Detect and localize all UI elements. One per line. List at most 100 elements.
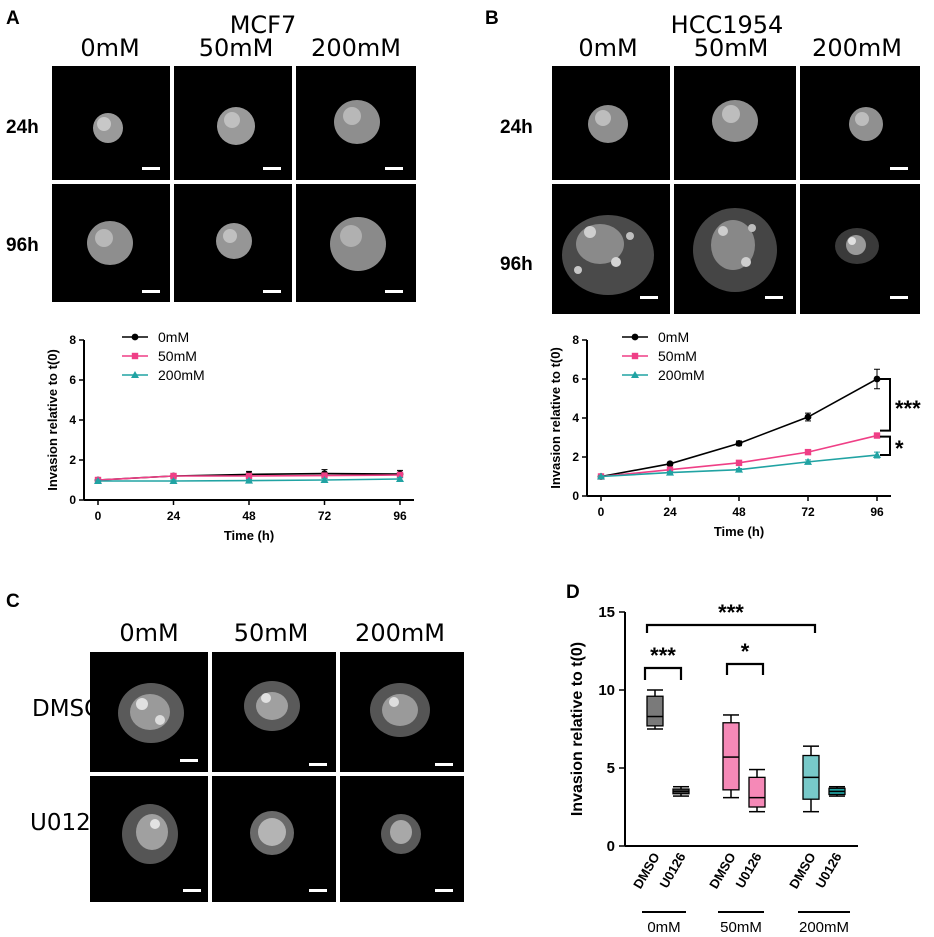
significance-bracket: [645, 623, 817, 633]
panel-label-a: A: [6, 8, 20, 29]
x-category-label: DMSO: [786, 850, 818, 891]
x-tick-label: 48: [242, 509, 256, 523]
panel-b-row-1: 96h: [500, 254, 533, 275]
x-category-label: DMSO: [630, 850, 662, 891]
x-tick-label: 24: [167, 509, 181, 523]
y-tick-label: 2: [572, 450, 579, 464]
box-body: [646, 695, 664, 727]
y-tick-label: 8: [69, 333, 76, 347]
significance-bracket: [880, 378, 891, 432]
panel-a-images: [52, 66, 416, 302]
data-point: [804, 457, 812, 465]
box-body: [722, 722, 740, 791]
data-point: [597, 472, 605, 480]
data-point: [169, 477, 178, 484]
box-body: [748, 776, 766, 808]
significance-label: *: [741, 639, 750, 664]
panel-c-col-2: 200mM: [355, 619, 445, 647]
y-axis-label: Invasion relative to t(0): [548, 347, 563, 489]
y-tick-label: 0: [69, 493, 76, 507]
group-label: 0mM: [647, 919, 680, 936]
legend-label: 50mM: [158, 348, 197, 364]
y-tick-label: 2: [69, 453, 76, 467]
x-category-label: U0126: [656, 850, 688, 891]
legend-label: 0mM: [158, 329, 189, 345]
panel-a-row-0: 24h: [6, 117, 39, 138]
panel-b-col-1: 50mM: [694, 34, 769, 62]
legend-marker: [631, 333, 639, 341]
legend-marker: [131, 333, 139, 341]
data-point: [873, 432, 881, 439]
y-tick-label: 6: [69, 373, 76, 387]
y-tick-label: 10: [598, 682, 615, 699]
y-axis-label: Invasion relative to t(0): [569, 642, 586, 816]
panel-a-row-1: 96h: [6, 235, 39, 256]
y-axis-label: Invasion relative to t(0): [45, 349, 60, 491]
x-category-label: U0126: [812, 850, 844, 891]
panel-b-row-0: 24h: [500, 117, 533, 138]
x-tick-label: 48: [732, 505, 746, 519]
y-tick-label: 4: [69, 413, 76, 427]
data-point: [245, 472, 253, 480]
data-point: [245, 476, 253, 484]
x-tick-label: 72: [801, 505, 815, 519]
data-point: [735, 439, 743, 447]
x-axis-label: Time (h): [714, 524, 764, 539]
data-point: [735, 459, 743, 467]
panel-b-col-0: 0mM: [578, 34, 637, 62]
panel-a-title: MCF7: [230, 11, 297, 39]
y-tick-label: 8: [572, 333, 579, 347]
group-label: 200mM: [799, 919, 849, 936]
x-tick-label: 24: [663, 505, 677, 519]
x-tick-label: 96: [393, 509, 407, 523]
significance-label: ***: [718, 600, 744, 625]
x-category-label: U0126: [732, 850, 764, 891]
panel-label-d: D: [566, 582, 580, 603]
data-point: [170, 472, 177, 480]
y-tick-label: 5: [607, 760, 615, 777]
legend-label: 200mM: [658, 367, 705, 383]
group-label: 50mM: [720, 919, 762, 936]
panel-label-b: B: [485, 8, 499, 29]
x-tick-label: 0: [598, 505, 605, 519]
panel-c-col-0: 0mM: [119, 619, 178, 647]
legend-marker: [131, 371, 139, 378]
significance-bracket: [643, 666, 683, 680]
panel-b-col-2: 200mM: [812, 34, 902, 62]
data-point: [666, 468, 674, 476]
x-tick-label: 96: [870, 505, 884, 519]
data-point: [94, 477, 102, 484]
y-tick-label: 15: [598, 604, 615, 621]
x-tick-label: 0: [95, 509, 102, 523]
x-category-label: DMSO: [706, 850, 738, 891]
panel-a-col-2: 200mM: [311, 34, 401, 62]
legend-marker: [131, 352, 139, 360]
significance-bracket: [880, 435, 891, 457]
y-tick-label: 0: [607, 838, 615, 855]
panel-c-col-1: 50mM: [234, 619, 309, 647]
data-point: [321, 472, 328, 479]
panel-a-col-0: 0mM: [80, 34, 139, 62]
significance-label: ***: [650, 643, 676, 668]
data-point: [666, 460, 674, 468]
legend-label: 0mM: [658, 329, 689, 345]
x-tick-label: 72: [318, 509, 332, 523]
legend-marker: [631, 371, 639, 378]
legend-label: 50mM: [658, 348, 697, 364]
panel-b-images: [552, 66, 920, 314]
legend-label: 200mM: [158, 367, 205, 383]
data-point: [396, 475, 404, 482]
panel-b-title: HCC1954: [671, 11, 784, 39]
panel-a-col-1: 50mM: [199, 34, 274, 62]
data-point: [804, 448, 812, 456]
y-tick-label: 0: [572, 489, 579, 503]
panel-c-images: [90, 652, 464, 902]
panel-label-c: C: [6, 591, 20, 612]
data-point: [873, 451, 881, 459]
data-point: [320, 476, 329, 483]
data-point: [804, 413, 812, 421]
x-axis-label: Time (h): [224, 528, 274, 543]
